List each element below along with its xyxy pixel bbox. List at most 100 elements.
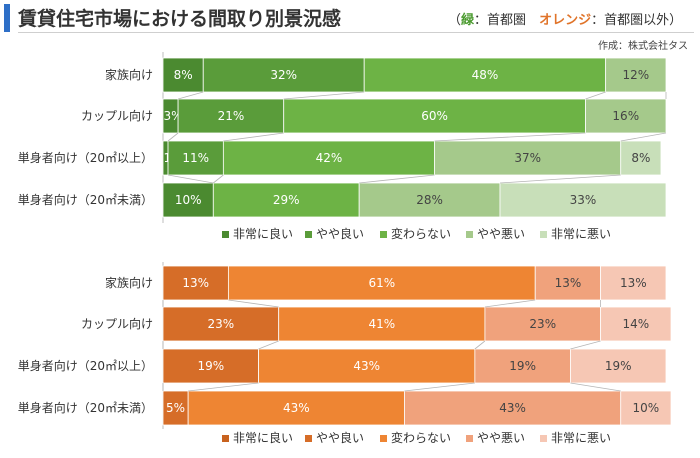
bar-segment bbox=[363, 57, 607, 93]
page-title: 賃貸住宅市場における間取り別景況感 bbox=[18, 8, 342, 30]
bar-segment bbox=[167, 140, 224, 176]
legend-swatch bbox=[540, 435, 547, 442]
data-label: 5% bbox=[166, 401, 185, 415]
region-color-note: （緑：首都圏 オレンジ：首都圏以外） bbox=[448, 9, 682, 28]
bar-segment bbox=[570, 348, 667, 384]
legend-swatch bbox=[222, 231, 229, 238]
series-connector bbox=[167, 174, 214, 184]
data-label: 8% bbox=[631, 151, 650, 165]
data-label: 21% bbox=[218, 109, 245, 123]
row-label: 家族向け bbox=[105, 67, 153, 82]
data-label: 28% bbox=[416, 193, 443, 207]
bar-segment bbox=[258, 348, 476, 384]
data-label: 19% bbox=[509, 359, 536, 373]
data-label: 19% bbox=[197, 359, 224, 373]
bar-segment bbox=[162, 57, 204, 93]
data-label: 42% bbox=[316, 151, 343, 165]
row-label: 単身者向け（20㎡以上） bbox=[18, 150, 153, 165]
legend-label: 非常に悪い bbox=[551, 431, 611, 445]
title-divider bbox=[18, 32, 694, 33]
legend-label: 非常に悪い bbox=[551, 227, 611, 241]
data-label: 16% bbox=[612, 109, 639, 123]
bar-segment bbox=[620, 390, 672, 426]
series-connector bbox=[484, 299, 536, 308]
bar-segment bbox=[162, 265, 229, 301]
bar-segment bbox=[534, 265, 602, 301]
series-connector bbox=[499, 174, 621, 184]
series-connector bbox=[223, 132, 284, 142]
data-label: 10% bbox=[633, 401, 660, 415]
legend-swatch bbox=[305, 435, 312, 442]
bar-segment bbox=[212, 182, 360, 218]
series-connector bbox=[258, 340, 279, 350]
legend-swatch bbox=[222, 435, 229, 442]
bar-segment bbox=[177, 98, 285, 134]
legend-label: やや良い bbox=[316, 226, 364, 241]
bar-segment bbox=[585, 98, 667, 134]
legend-label: やや良い bbox=[316, 430, 364, 445]
bar-segment bbox=[620, 140, 662, 176]
series-connector bbox=[283, 91, 365, 100]
legend-swatch bbox=[466, 435, 473, 442]
bar-segment bbox=[227, 265, 536, 301]
series-connector bbox=[570, 340, 601, 350]
data-label: 43% bbox=[283, 401, 310, 415]
data-label: 19% bbox=[605, 359, 632, 373]
bar-segment bbox=[605, 57, 667, 93]
series-connector bbox=[404, 382, 475, 392]
data-label: 61% bbox=[368, 276, 395, 290]
data-label: 32% bbox=[270, 68, 297, 82]
data-label: 14% bbox=[622, 317, 649, 331]
credit-text: 作成：株式会社タス bbox=[598, 41, 688, 52]
note-open: （ bbox=[448, 13, 462, 28]
series-connector bbox=[213, 174, 224, 184]
bar-segment bbox=[600, 306, 672, 342]
row-label: 単身者向け（20㎡未満） bbox=[18, 400, 153, 415]
bar-segment bbox=[283, 98, 586, 134]
chart-2: 家族向け 13% 61% 13% 13% カップル向け 23% 41% 23% 14% 単身者向け（… bbox=[18, 262, 672, 445]
data-label: 10% bbox=[175, 193, 202, 207]
data-label: 60% bbox=[421, 109, 448, 123]
series-connector bbox=[177, 91, 204, 100]
legend-label: やや悪い bbox=[477, 431, 525, 445]
series-connector bbox=[434, 132, 586, 142]
bar-segment bbox=[202, 57, 365, 93]
row-label: 単身者向け（20㎡以上） bbox=[18, 358, 153, 373]
bar-segment bbox=[404, 390, 622, 426]
series-connector bbox=[585, 91, 606, 100]
data-label: 29% bbox=[273, 193, 300, 207]
legend-label: 変わらない bbox=[391, 430, 451, 445]
title-accent-bar bbox=[4, 4, 10, 32]
data-label: 48% bbox=[472, 68, 499, 82]
data-label: 41% bbox=[368, 317, 395, 331]
data-label: 33% bbox=[570, 193, 597, 207]
legend-swatch bbox=[380, 435, 387, 442]
legend-swatch bbox=[380, 231, 387, 238]
data-label: 13% bbox=[620, 276, 647, 290]
bar-segment bbox=[499, 182, 667, 218]
row-label: カップル向け bbox=[81, 316, 153, 331]
note-close: ） bbox=[669, 13, 683, 28]
data-label: 12% bbox=[622, 68, 649, 82]
bar-segment bbox=[358, 182, 501, 218]
bar-segment bbox=[278, 306, 486, 342]
legend-swatch bbox=[540, 231, 547, 238]
bar-segment bbox=[484, 306, 602, 342]
data-label: 23% bbox=[208, 317, 235, 331]
row-label: 家族向け bbox=[105, 275, 153, 290]
note-orange-text: ：首都圏以外 bbox=[591, 13, 670, 28]
data-label: 13% bbox=[555, 276, 582, 290]
data-label: 23% bbox=[529, 317, 556, 331]
row-label: 単身者向け（20㎡未満） bbox=[18, 192, 153, 207]
legend-swatch bbox=[305, 231, 312, 238]
data-label: 8% bbox=[174, 68, 193, 82]
series-connector bbox=[188, 382, 259, 392]
note-orange-label: オレンジ bbox=[539, 13, 592, 28]
data-label: 43% bbox=[353, 359, 380, 373]
bar-segment bbox=[434, 140, 622, 176]
data-label: 37% bbox=[514, 151, 541, 165]
legend-label: 非常に良い bbox=[233, 226, 293, 241]
data-label: 11% bbox=[182, 151, 209, 165]
